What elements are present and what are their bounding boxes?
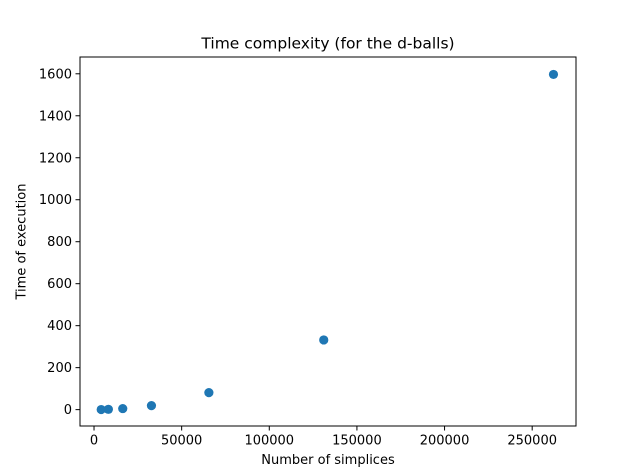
data-point xyxy=(146,401,157,411)
y-tick-label: 1000 xyxy=(39,193,72,208)
x-tick-label: 200000 xyxy=(420,434,470,449)
y-tick-label: 400 xyxy=(47,319,72,334)
data-point xyxy=(118,403,128,414)
data-points xyxy=(96,69,559,415)
y-tick-label: 1200 xyxy=(39,151,72,166)
x-tick-label: 50000 xyxy=(161,434,202,449)
x-axis-label: Number of simplices xyxy=(261,453,395,468)
data-point xyxy=(319,335,329,345)
y-tick-label: 0 xyxy=(64,403,72,418)
data-point xyxy=(103,404,113,414)
x-tick-label: 0 xyxy=(90,434,98,449)
x-tick-label: 100000 xyxy=(244,434,294,449)
y-axis-label: Time of execution xyxy=(15,184,30,301)
data-point xyxy=(548,69,559,80)
y-tick-label: 200 xyxy=(47,361,72,376)
x-tick-label: 150000 xyxy=(332,434,382,449)
x-tick-label: 250000 xyxy=(507,434,557,449)
x-axis-ticks: 0 50000 100000 150000 200000 250000 xyxy=(90,426,557,449)
y-tick-label: 600 xyxy=(47,277,72,292)
y-axis-ticks: 0 200 400 600 800 1000 1200 1400 1600 xyxy=(39,67,80,418)
data-point xyxy=(96,404,106,415)
chart-title: Time complexity (for the d-balls) xyxy=(200,35,454,53)
y-tick-label: 800 xyxy=(47,235,72,250)
data-point xyxy=(204,388,214,398)
y-tick-label: 1600 xyxy=(39,67,72,82)
y-tick-label: 1400 xyxy=(39,109,72,124)
